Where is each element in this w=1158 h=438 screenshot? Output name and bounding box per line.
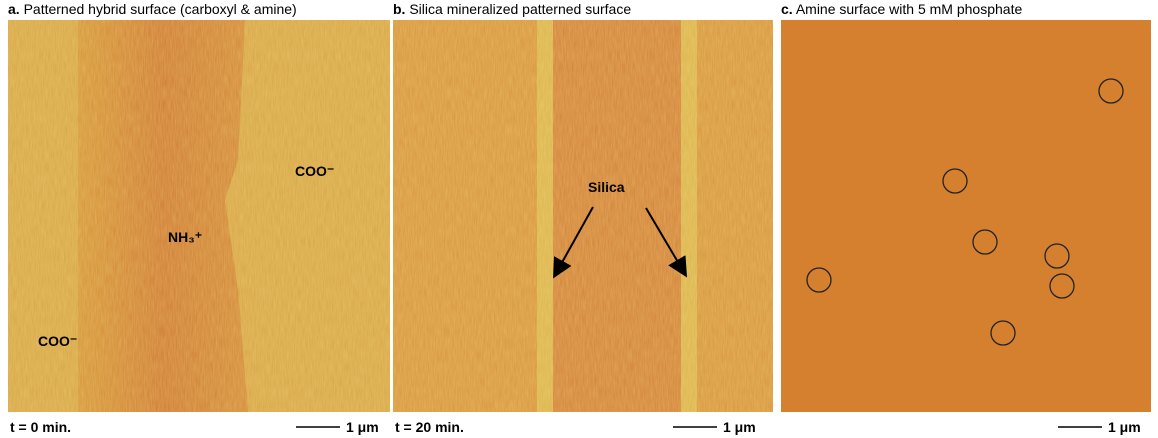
- panel-title-text: Patterned hybrid surface (carboxyl & ami…: [24, 1, 297, 17]
- panel-c: c. Amine surface with 5 mM phosphate 1 μ…: [781, 1, 1151, 435]
- panel-title-text: Silica mineralized patterned surface: [409, 1, 631, 17]
- time-label: t = 0 min.: [10, 419, 71, 435]
- scale-label: 1 μm: [346, 419, 379, 435]
- time-label: t = 20 min.: [395, 419, 464, 435]
- panel-title: a. Patterned hybrid surface (carboxyl & …: [8, 1, 297, 17]
- panel-letter: a.: [8, 1, 20, 17]
- surface-label: COO⁻: [295, 163, 334, 179]
- panel-b: b. Silica mineralized patterned surface …: [393, 1, 773, 435]
- panel-letter: b.: [393, 1, 405, 17]
- panel-a: a. Patterned hybrid surface (carboxyl & …: [8, 1, 390, 435]
- panel-letter: c.: [781, 1, 793, 17]
- panel-title: b. Silica mineralized patterned surface: [393, 1, 631, 17]
- figure: a. Patterned hybrid surface (carboxyl & …: [0, 0, 1158, 438]
- surface-label: NH₃⁺: [168, 229, 202, 245]
- panel-title: c. Amine surface with 5 mM phosphate: [781, 1, 1022, 17]
- afm-image: [781, 20, 1151, 412]
- surface-label: COO⁻: [38, 333, 77, 349]
- texture: [393, 20, 773, 412]
- scale-label: 1 μm: [1108, 419, 1141, 435]
- panel-title-text: Amine surface with 5 mM phosphate: [796, 1, 1023, 17]
- scale-label: 1 μm: [723, 419, 756, 435]
- surface-label: Silica: [588, 179, 625, 195]
- texture: [8, 20, 390, 412]
